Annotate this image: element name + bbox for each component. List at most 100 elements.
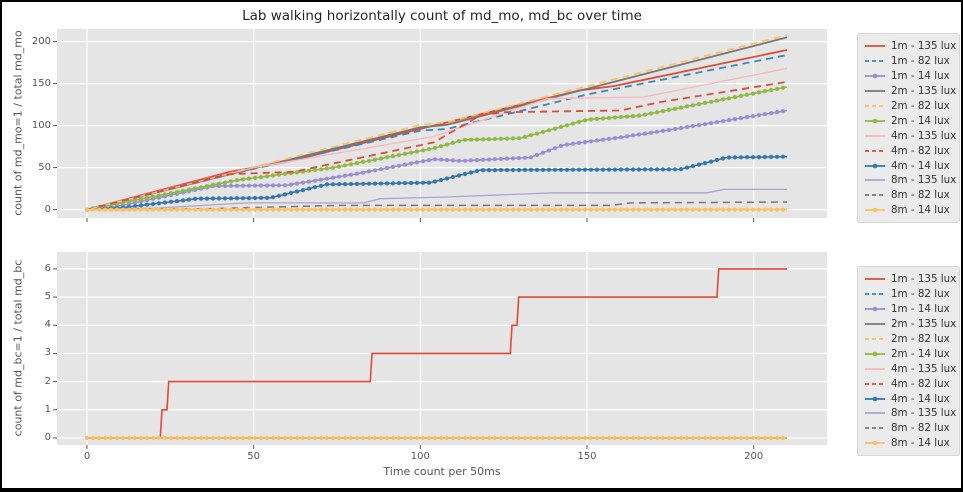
legend-line-sample-icon: [865, 105, 885, 107]
legend-entry-label: 1m - 82 lux: [891, 288, 950, 301]
legend-entry-label: 4m - 135 lux: [891, 129, 957, 142]
legend-entry-label: 1m - 135 lux: [891, 40, 957, 53]
legend-entry-8m-135-lux: 8m - 135 lux: [864, 173, 957, 188]
y-tick-label: 3: [44, 347, 51, 359]
y-tick-label: 150: [31, 77, 51, 89]
y-tick-label: 100: [31, 119, 51, 131]
legend-line-sample-icon: [865, 149, 885, 152]
legend-line-sample-icon: [865, 323, 885, 326]
legend-entry-1m-82-lux: 1m - 82 lux: [864, 287, 954, 302]
y-tick-label: 5: [44, 291, 51, 303]
legend-entry-label: 8m - 135 lux: [891, 407, 957, 420]
legend-entry-1m-14-lux: 1m - 14 lux: [864, 69, 954, 84]
legend-entry-label: 2m - 82 lux: [891, 333, 950, 345]
legend-entry-label: 8m - 82 lux: [891, 189, 950, 202]
legend-entry-label: 8m - 135 lux: [891, 174, 957, 187]
legend-line-sample-icon: [865, 134, 885, 137]
legend-entry-label: 4m - 135 lux: [891, 362, 957, 375]
y-tick-label: 2: [44, 375, 51, 387]
legend-entry-4m-82-lux: 4m - 82 lux: [864, 376, 954, 391]
legend-entry-2m-135-lux: 2m - 135 lux: [864, 317, 957, 332]
legend-line-sample-icon: [865, 440, 885, 446]
x-tick-label: 50: [247, 451, 261, 462]
legend-entry-4m-14-lux: 4m - 14 lux: [864, 158, 954, 173]
top-chart-panel: [53, 29, 827, 222]
legend-entry-label: 2m - 82 lux: [891, 100, 950, 112]
md-mo-line-chart: [53, 29, 827, 222]
legend-line-sample-icon: [865, 73, 885, 79]
legend-entry-2m-14-lux: 2m - 14 lux: [864, 113, 954, 128]
series-line-1m-82-lux: [86, 54, 788, 211]
md-bc-line-chart: [53, 252, 827, 449]
legend-line-sample-icon: [865, 90, 885, 93]
legend-line-sample-icon: [865, 382, 885, 385]
legend-entry-2m-82-lux: 2m - 82 lux: [864, 332, 954, 347]
legend-line-sample-icon: [865, 163, 885, 168]
legend-entry-label: 2m - 14 lux: [891, 347, 950, 360]
y-tick-label: 0: [44, 431, 51, 443]
legend-entry-label: 2m - 135 lux: [891, 318, 957, 331]
y-tick-label: 50: [38, 161, 51, 173]
legend-entry-8m-82-lux: 8m - 82 lux: [864, 188, 954, 203]
legend-line-sample-icon: [865, 207, 885, 213]
legend-line-sample-icon: [865, 396, 885, 401]
legend-line-sample-icon: [865, 278, 885, 281]
legend-entry-label: 2m - 14 lux: [891, 114, 950, 127]
legend-line-sample-icon: [865, 179, 885, 182]
x-axis-label: Time count per 50ms: [383, 465, 501, 478]
legend-entry-4m-135-lux: 4m - 135 lux: [864, 128, 957, 143]
y-tick-label: 6: [44, 262, 51, 274]
legend-entry-label: 1m - 135 lux: [891, 273, 957, 286]
legend-entry-1m-135-lux: 1m - 135 lux: [864, 272, 957, 287]
legend-entry-label: 1m - 82 lux: [891, 55, 950, 68]
legend-md-bc: 1m - 135 lux 1m - 82 lux 1m - 14 lux 2m - 1…: [857, 266, 960, 456]
legend-entry-2m-14-lux: 2m - 14 lux: [864, 346, 954, 361]
bottom-chart-panel: [53, 252, 827, 449]
series-line-4m-135-lux: [86, 67, 788, 211]
legend-entry-label: 4m - 14 lux: [891, 159, 950, 172]
legend-entry-label: 8m - 14 lux: [891, 437, 950, 450]
x-tick-label: 150: [577, 451, 597, 462]
legend-line-sample-icon: [865, 412, 885, 415]
x-tick-label: 0: [83, 451, 91, 462]
legend-entry-1m-135-lux: 1m - 135 lux: [864, 39, 957, 54]
y-tick-label: 1: [44, 403, 51, 415]
legend-entry-8m-135-lux: 8m - 135 lux: [864, 406, 957, 421]
legend-line-sample-icon: [865, 194, 885, 197]
legend-line-sample-icon: [865, 293, 885, 296]
legend-entry-2m-82-lux: 2m - 82 lux: [864, 99, 954, 114]
series-line-2m-135-lux: [86, 36, 788, 211]
chart-title: Lab walking horizontally count of md_mo,…: [242, 8, 642, 24]
legend-entry-label: 1m - 14 lux: [891, 70, 950, 83]
legend-entry-8m-14-lux: 8m - 14 lux: [864, 436, 954, 451]
legend-line-sample-icon: [865, 118, 885, 124]
legend-entry-label: 4m - 14 lux: [891, 392, 950, 405]
legend-entry-8m-82-lux: 8m - 82 lux: [864, 421, 954, 436]
legend-line-sample-icon: [865, 338, 885, 340]
legend-entry-2m-135-lux: 2m - 135 lux: [864, 84, 957, 99]
legend-line-sample-icon: [865, 351, 885, 357]
series-line-1m-135-lux: [87, 268, 787, 439]
legend-line-sample-icon: [865, 306, 885, 312]
legend-entry-4m-82-lux: 4m - 82 lux: [864, 143, 954, 158]
x-tick-label: 200: [744, 451, 764, 462]
legend-entry-1m-82-lux: 1m - 82 lux: [864, 54, 954, 69]
legend-md-mo: 1m - 135 lux 1m - 82 lux 1m - 14 lux 2m - 1…: [857, 33, 960, 223]
legend-entry-4m-14-lux: 4m - 14 lux: [864, 391, 954, 406]
x-tick-label: 100: [410, 451, 430, 462]
legend-line-sample-icon: [865, 367, 885, 370]
y-tick-label: 4: [44, 319, 51, 331]
legend-line-sample-icon: [865, 45, 885, 48]
legend-line-sample-icon: [865, 427, 885, 430]
y-tick-label: 0: [44, 203, 51, 215]
legend-entry-label: 4m - 82 lux: [891, 144, 950, 157]
legend-entry-label: 2m - 135 lux: [891, 85, 957, 98]
series-line-8m-135-lux: [86, 188, 787, 211]
legend-line-sample-icon: [865, 60, 885, 63]
legend-entry-label: 8m - 14 lux: [891, 204, 950, 217]
legend-entry-8m-14-lux: 8m - 14 lux: [864, 203, 954, 218]
legend-entry-label: 4m - 82 lux: [891, 377, 950, 390]
legend-entry-label: 1m - 14 lux: [891, 303, 950, 316]
legend-entry-1m-14-lux: 1m - 14 lux: [864, 302, 954, 317]
